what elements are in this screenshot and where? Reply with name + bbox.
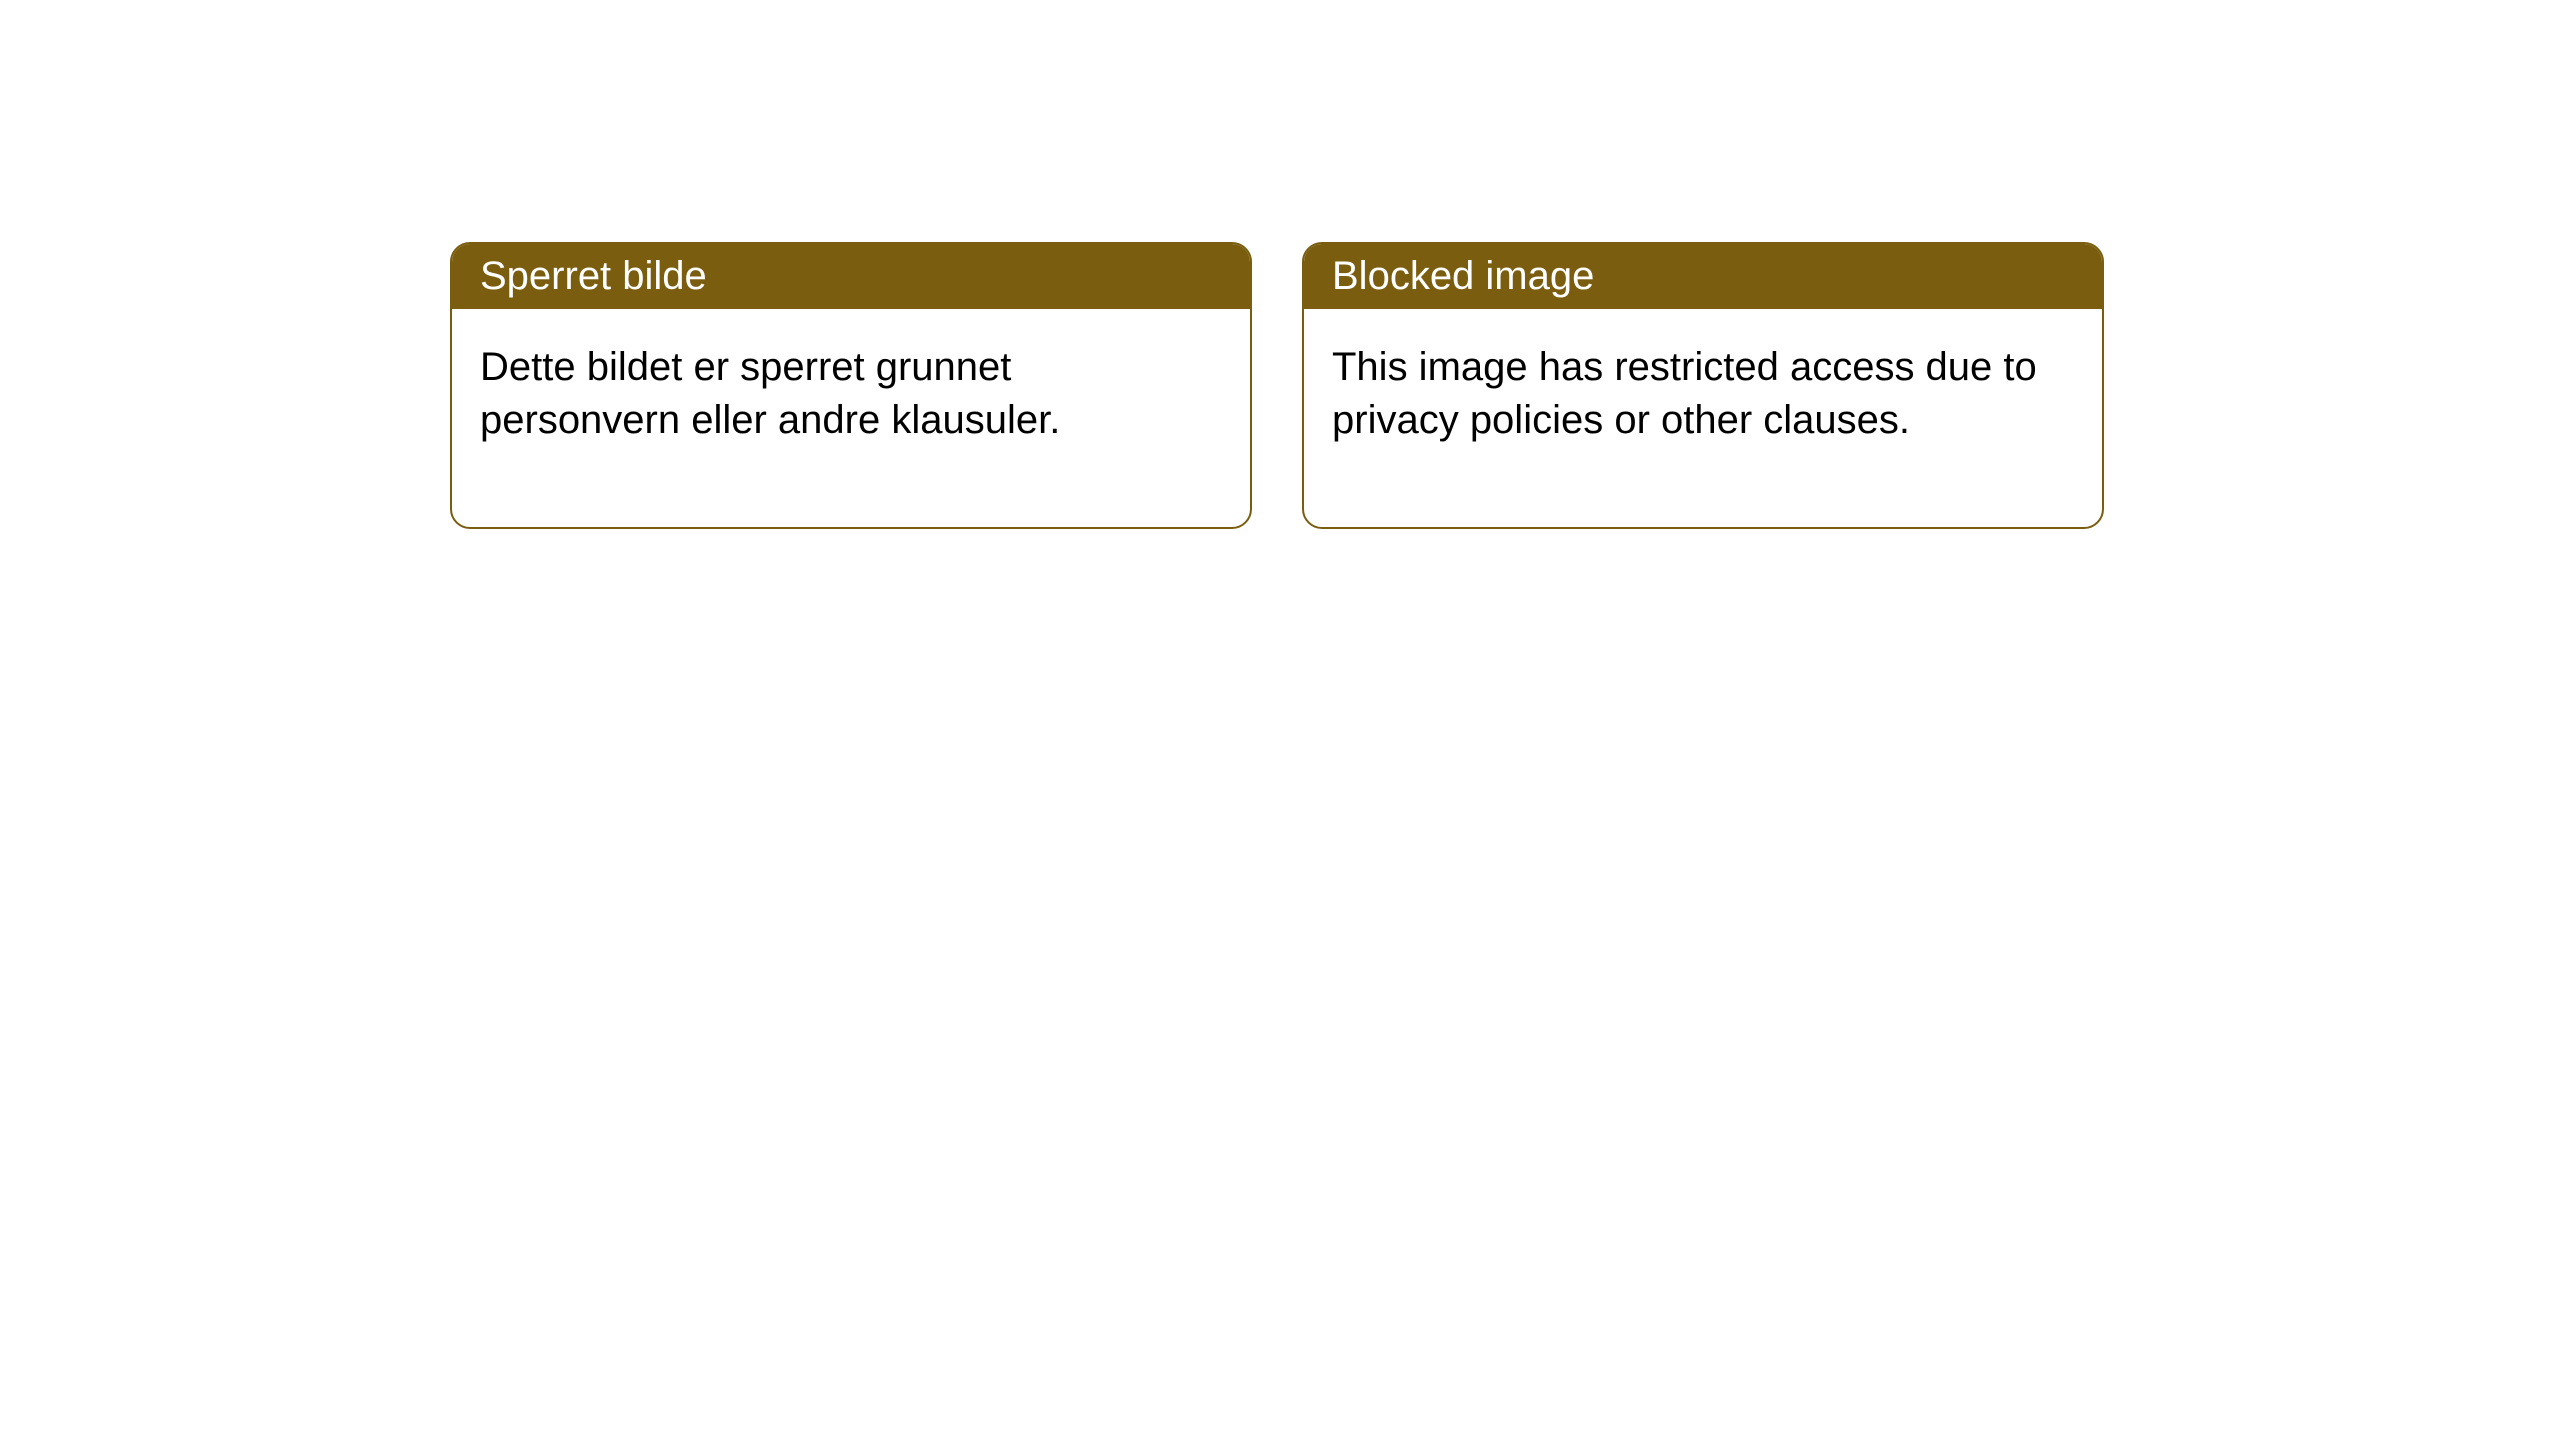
card-body-text: This image has restricted access due to … [1332, 345, 2037, 442]
blocked-image-card-norwegian: Sperret bilde Dette bildet er sperret gr… [450, 242, 1252, 529]
card-header: Sperret bilde [452, 244, 1250, 309]
card-body: Dette bildet er sperret grunnet personve… [452, 309, 1250, 527]
notice-container: Sperret bilde Dette bildet er sperret gr… [0, 0, 2560, 529]
card-body-text: Dette bildet er sperret grunnet personve… [480, 345, 1060, 442]
card-title: Blocked image [1332, 254, 1594, 298]
card-title: Sperret bilde [480, 254, 707, 298]
card-header: Blocked image [1304, 244, 2102, 309]
card-body: This image has restricted access due to … [1304, 309, 2102, 527]
blocked-image-card-english: Blocked image This image has restricted … [1302, 242, 2104, 529]
